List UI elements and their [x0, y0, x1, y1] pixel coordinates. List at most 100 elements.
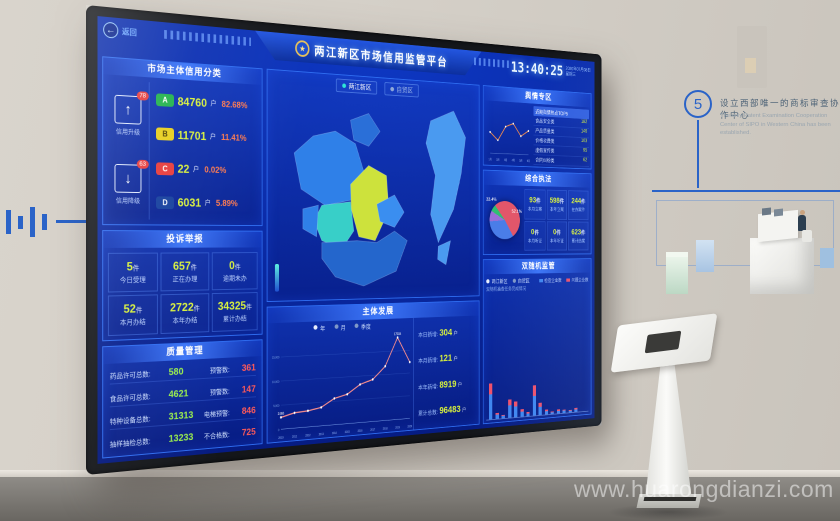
credit-row: D 6031 户 5.89%: [156, 196, 258, 211]
svg-text:2016: 2016: [358, 429, 363, 433]
svg-text:1月: 1月: [489, 158, 492, 162]
stacked-bar: [556, 409, 560, 414]
random-check-panel: 双随机监管 两江新区 自贸区 检查企业数 问题企业数: [482, 258, 592, 425]
back-arrow-icon: ←: [103, 21, 119, 39]
sentiment-line-chart: 1月 2月 3月 4月 5月 6月: [486, 103, 532, 163]
rc-toggle-ftz[interactable]: 自贸区: [512, 277, 530, 285]
upgrade-badge: 78: [136, 90, 149, 101]
legend-item[interactable]: 检查企业数: [539, 277, 562, 284]
toggle-month[interactable]: 月: [334, 322, 346, 331]
svg-text:2017: 2017: [370, 427, 375, 431]
map-scale-legend: [274, 263, 279, 292]
svg-text:2014: 2014: [332, 431, 337, 435]
svg-text:10,000: 10,000: [272, 380, 280, 385]
watermark: www.huarongdianzi.com: [574, 476, 834, 502]
stat-cell: 5件 今日受理: [107, 252, 158, 293]
wall-soundbar-decoration: [6, 204, 47, 240]
svg-text:2019: 2019: [395, 425, 400, 429]
development-line-chart: 0 5,000 10,000 15,000 2010 2011 2012 2013 2014 20…: [272, 331, 413, 440]
iso-platform: [750, 238, 814, 294]
toggle-quarter[interactable]: 季度: [354, 321, 371, 330]
grade-badge: D: [156, 196, 175, 210]
stacked-bar: [495, 412, 499, 419]
stacked-bar: [526, 411, 530, 417]
iso-person-head: [800, 210, 805, 215]
iso-green-block: [666, 252, 688, 294]
stacked-bar: [488, 383, 493, 420]
podium-shadow: [608, 504, 728, 520]
toggle-year[interactable]: 年: [313, 323, 325, 332]
enforcement-stat: 244件 在办案件: [568, 190, 589, 220]
wall-caption-english: The only Patent Examination Cooperation …: [720, 113, 831, 137]
iso-monitor: [762, 207, 771, 216]
kiosk-podium: [608, 313, 732, 521]
district-map[interactable]: [267, 84, 478, 301]
map-tab-liangjiang[interactable]: 两江新区: [336, 78, 378, 95]
downgrade-badge: 63: [136, 159, 149, 170]
enforcement-stat: 0件 本月听证: [524, 220, 546, 251]
svg-text:2018: 2018: [383, 426, 388, 430]
arrow-up-icon: ↑: [124, 100, 132, 119]
svg-text:2010: 2010: [278, 435, 283, 440]
stacked-bar: [520, 409, 524, 417]
stacked-bar: [574, 407, 578, 412]
svg-text:2011: 2011: [292, 434, 297, 439]
badge-emblem-icon: ★: [295, 40, 309, 58]
map-tab-ftz[interactable]: 自贸区: [384, 82, 419, 98]
iso-cube: [820, 248, 834, 268]
iso-monitor: [774, 208, 783, 217]
credit-classification-panel: 市场主体信用分类 ↑ 78 信用升级 ↓ 63: [102, 56, 263, 227]
svg-text:0: 0: [278, 428, 279, 432]
iso-chair: [802, 230, 812, 242]
credit-downgrade-tile[interactable]: ↓ 63 信用降级: [114, 159, 149, 205]
svg-text:2月: 2月: [496, 158, 499, 162]
iso-person: [798, 215, 806, 231]
wall-line-left: [56, 220, 94, 223]
enforcement-stat: 598件 本年立案: [546, 189, 568, 220]
dashboard-title: 两江新区市场信用监管平台: [314, 43, 448, 69]
wall-baseboard: [0, 470, 840, 478]
back-label: 返回: [121, 26, 137, 37]
svg-text:2015: 2015: [345, 430, 350, 434]
stacked-bar: [501, 414, 505, 419]
stacked-bar: [562, 409, 566, 414]
svg-text:2468: 2468: [278, 410, 284, 416]
credit-row: C 22 户 0.02%: [156, 161, 258, 177]
stacked-bar: [507, 398, 512, 418]
pie-slice-label: 33.4%: [486, 197, 497, 203]
header-tick-decoration: [164, 29, 251, 47]
legend-item[interactable]: 问题企业数: [566, 276, 588, 283]
stacked-bar-chart: [486, 290, 589, 421]
stat-cell: 657件 正在办理: [160, 251, 209, 292]
svg-text:17934: 17934: [394, 331, 402, 336]
rc-toggle-liangjiang[interactable]: 两江新区: [486, 277, 508, 285]
grade-badge: C: [156, 161, 175, 176]
pie-slice-label: 52.1%: [511, 209, 522, 215]
clock-time: 13:40:25: [510, 59, 564, 80]
stacked-bar: [568, 409, 572, 413]
iso-blue-block: [696, 240, 714, 272]
svg-text:3月: 3月: [504, 158, 507, 162]
wall-beige-block: [745, 58, 756, 73]
dev-stat: 累计总数: 96483 户: [418, 404, 467, 417]
map-panel: 两江新区 自贸区: [266, 68, 480, 303]
legend-swatch: [539, 278, 544, 282]
header-tick-decoration: [474, 57, 509, 69]
svg-text:2012: 2012: [305, 433, 310, 438]
wall-gray-panel: [737, 26, 767, 88]
stat-cell: 52件 本月办结: [107, 294, 158, 336]
quality-panel: 质量管理 药品许可总数: 580 预警数: 361 食品许可总数: 4621 预警数:…: [102, 339, 263, 459]
sentiment-row: 合同纠纷类 62: [533, 155, 589, 167]
grade-badge: A: [156, 93, 175, 108]
svg-text:6月: 6月: [527, 159, 530, 163]
credit-upgrade-tile[interactable]: ↑ 78 信用升级: [114, 90, 149, 136]
svg-text:2020: 2020: [407, 424, 412, 428]
sentiment-panel: 舆情专区 1月 2月 3月 4月 5月 6月 近期舆情热点TOP5 食品安全类 182 产品…: [482, 85, 592, 170]
enforcement-panel: 综合执法 52.1% 33.4% 93件 本月立案: [482, 169, 592, 256]
complaints-panel: 投诉举报 5件 今日受理 657件 正在办理 0件 逾期未办: [102, 230, 263, 342]
back-button[interactable]: ← 返回: [103, 21, 137, 41]
dev-stat: 本年新增: 8919 户: [418, 378, 462, 391]
stacked-bar: [544, 409, 548, 415]
legend-swatch: [566, 278, 571, 282]
stacked-bar: [514, 401, 518, 418]
